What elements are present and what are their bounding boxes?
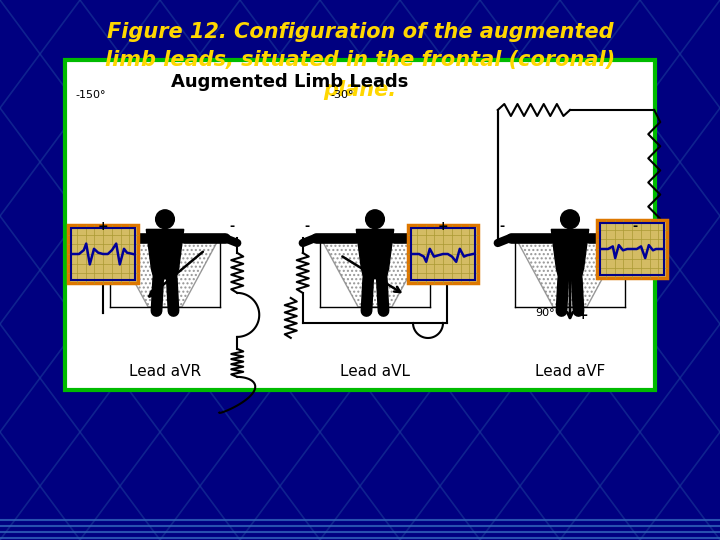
- Text: +: +: [437, 220, 448, 233]
- Bar: [65, 60, 655, 390]
- Polygon shape: [151, 268, 179, 279]
- Bar: [161, 230, 168, 238]
- Text: Lead aVR: Lead aVR: [129, 364, 201, 380]
- Text: -30°: -30°: [330, 90, 354, 100]
- Polygon shape: [356, 230, 394, 268]
- Polygon shape: [552, 230, 589, 268]
- Polygon shape: [146, 230, 184, 268]
- Polygon shape: [557, 268, 584, 279]
- Polygon shape: [109, 236, 220, 307]
- Text: -: -: [632, 220, 637, 233]
- Text: Figure 12. Configuration of the augmented: Figure 12. Configuration of the augmente…: [107, 22, 613, 42]
- Text: -150°: -150°: [75, 90, 106, 100]
- Text: -: -: [305, 220, 310, 233]
- Polygon shape: [320, 236, 431, 307]
- Polygon shape: [515, 236, 625, 307]
- Text: Augmented Limb Leads: Augmented Limb Leads: [171, 73, 408, 91]
- Circle shape: [366, 210, 384, 228]
- Bar: [68, 225, 138, 283]
- Text: -: -: [157, 305, 161, 315]
- Bar: [411, 228, 475, 280]
- Text: 90°: 90°: [535, 308, 554, 318]
- Text: plane.: plane.: [323, 80, 397, 100]
- Text: +: +: [578, 309, 589, 322]
- Text: +: +: [98, 220, 109, 233]
- Polygon shape: [361, 268, 389, 279]
- Text: limb leads, situated in the frontal (coronal): limb leads, situated in the frontal (cor…: [105, 50, 615, 70]
- Bar: [567, 230, 573, 238]
- Circle shape: [561, 210, 580, 228]
- Text: -: -: [229, 220, 235, 233]
- Circle shape: [156, 210, 174, 228]
- Bar: [408, 225, 478, 283]
- Bar: [372, 230, 379, 238]
- Text: Lead aVF: Lead aVF: [535, 364, 605, 380]
- Bar: [597, 220, 667, 278]
- Bar: [600, 223, 664, 275]
- Text: Lead aVL: Lead aVL: [340, 364, 410, 380]
- Text: -: -: [367, 305, 371, 315]
- Text: -: -: [500, 220, 505, 233]
- Bar: [71, 228, 135, 280]
